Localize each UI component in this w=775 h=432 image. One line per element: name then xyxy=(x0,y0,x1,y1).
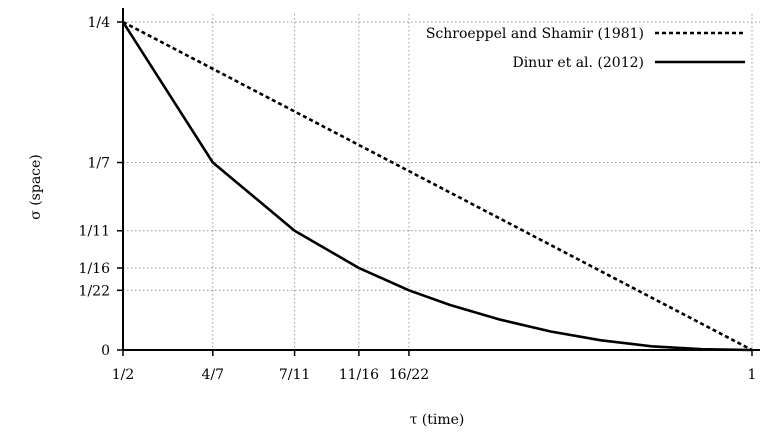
y-axis-label: σ (space) xyxy=(28,154,44,220)
y-tick-label: 1/11 xyxy=(79,224,110,240)
series-layer xyxy=(121,20,753,352)
y-tick-label: 1/7 xyxy=(87,156,110,172)
y-tick-label: 1/16 xyxy=(79,261,111,277)
axes xyxy=(117,8,760,356)
y-tick-label: 0 xyxy=(101,343,110,359)
legend-label-2: Dinur et al. (2012) xyxy=(512,55,644,71)
x-tick-label: 11/16 xyxy=(339,367,379,383)
x-tick-label: 1 xyxy=(748,367,757,383)
series-line-1 xyxy=(122,20,753,352)
series-line-2 xyxy=(121,21,753,352)
y-tick-label: 1/22 xyxy=(79,283,110,299)
legend-label-1: Schroeppel and Shamir (1981) xyxy=(426,26,644,42)
x-tick-label: 7/11 xyxy=(279,367,310,383)
x-tick-label: 16/22 xyxy=(389,367,429,383)
x-axis-label: τ (time) xyxy=(410,412,465,428)
x-tick-label: 4/7 xyxy=(202,367,225,383)
grid xyxy=(123,14,760,350)
tick-labels: 1/2 4/7 7/11 11/16 16/22 1 0 1/22 1/16 1/11 1/7 1/4 xyxy=(79,15,757,383)
legend: Schroeppel and Shamir (1981) Dinur et al.… xyxy=(426,26,745,71)
x-tick-label: 1/2 xyxy=(112,367,135,383)
y-tick-label: 1/4 xyxy=(87,15,110,31)
